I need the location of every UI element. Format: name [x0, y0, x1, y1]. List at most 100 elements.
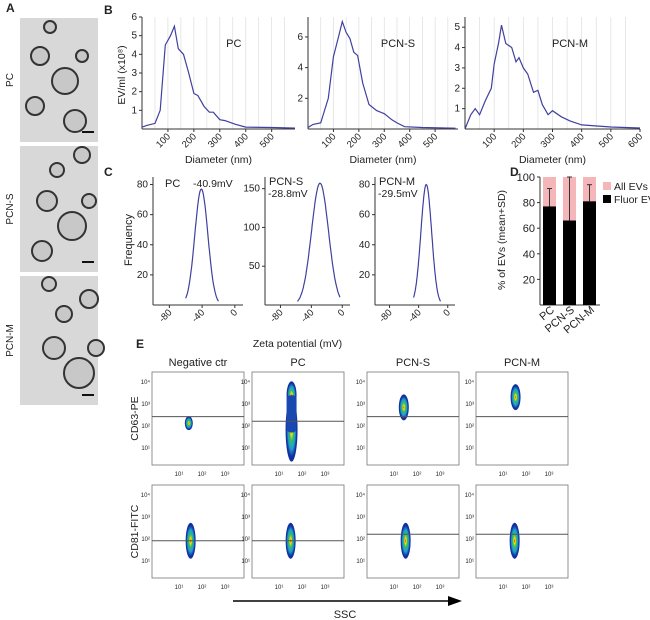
y-tick-label: 10¹	[241, 559, 250, 565]
y-tick-label: 1	[454, 104, 460, 115]
zeta-value: -28.8mV	[268, 188, 308, 200]
y-tick-label: 4	[131, 49, 137, 60]
zeta-distribution-line	[297, 182, 341, 302]
column-title: PCN-S	[396, 357, 430, 369]
x-tick-label: 10³	[221, 472, 230, 478]
x-tick-label: 10³	[436, 472, 445, 478]
flow-plot	[251, 484, 345, 579]
y-tick-label: 10³	[465, 515, 474, 521]
y-tick-label: 50	[249, 261, 261, 272]
x-tick-label: 200	[509, 131, 528, 150]
chart-title: PCN-S	[381, 38, 415, 50]
x-tick-label: 10²	[198, 585, 207, 591]
x-tick-label: 10²	[198, 472, 207, 478]
x-tick-label: 300	[539, 131, 558, 150]
y-tick-label: 10¹	[356, 446, 365, 452]
y-tick-label: 40	[359, 240, 371, 251]
y-tick-label: 10²	[141, 424, 150, 430]
x-tick-label: 400	[396, 131, 415, 150]
y-tick-label: 10¹	[465, 559, 474, 565]
x-tick-label: 10¹	[390, 585, 399, 591]
y-tick-label: 10²	[356, 537, 365, 543]
flow-plot	[151, 484, 245, 579]
y-tick-label: 10⁴	[141, 492, 151, 499]
y-tick-label: 10³	[356, 402, 365, 408]
y-tick-label: 10¹	[465, 446, 474, 452]
x-tick-label: 500	[258, 131, 277, 150]
y-tick-label: 10⁴	[356, 492, 366, 499]
x-tick-label: 200	[345, 131, 364, 150]
y-tick-label: 20	[359, 270, 371, 281]
zeta-distribution-line	[412, 183, 442, 302]
y-tick-label: 4	[297, 63, 303, 74]
density-cluster	[400, 522, 411, 559]
flow-plot	[475, 484, 569, 579]
micrograph-label: PC	[5, 73, 16, 87]
y-tick-label: 10³	[141, 515, 150, 521]
y-tick-label: 10⁴	[241, 492, 251, 499]
chart-title: PC	[226, 38, 241, 50]
x-tick-label: 200	[180, 131, 199, 150]
column-title: PCN-M	[504, 357, 540, 369]
legend-swatch	[603, 182, 611, 190]
y-tick-label: 80	[523, 198, 535, 210]
y-axis-label: % of EVs (mean+SD)	[496, 190, 508, 290]
chart-title: PCN-M	[552, 38, 588, 50]
y-tick-label: 10³	[356, 515, 365, 521]
x-tick-label: 100	[480, 131, 499, 150]
y-tick-label: 80	[137, 180, 149, 191]
x-axis-label: Zeta potential (mV)	[253, 338, 342, 350]
x-tick-label: 10³	[321, 472, 330, 478]
x-tick-label: 10¹	[275, 585, 284, 591]
y-tick-label: 60	[523, 223, 535, 235]
panel-letter: A	[6, 1, 15, 15]
y-tick-label: 10⁴	[465, 379, 475, 386]
panel-letter: D	[510, 165, 519, 179]
x-tick-label: 10³	[321, 585, 330, 591]
x-tick-label: 400	[568, 131, 587, 150]
size-distribution-line	[307, 19, 456, 129]
y-tick-label: 10²	[241, 537, 250, 543]
y-tick-label: 10⁴	[465, 492, 475, 499]
y-tick-label: 100	[243, 222, 260, 233]
size-distribution-line	[141, 24, 296, 129]
x-tick-label: 10³	[221, 585, 230, 591]
bar-fluor-ev	[583, 201, 596, 305]
x-tick-label: 10¹	[175, 585, 184, 591]
flow-plot	[475, 371, 569, 466]
y-axis-label: Frequency	[123, 214, 135, 266]
arrow-head-icon	[448, 596, 462, 606]
column-title: PC	[290, 357, 305, 369]
x-tick-label: 10¹	[275, 472, 284, 478]
size-distribution-line	[464, 24, 641, 130]
flow-plot	[251, 371, 345, 466]
y-tick-label: 10¹	[141, 446, 150, 452]
y-tick-label: 1	[131, 105, 137, 116]
x-tick-label: 0	[228, 307, 240, 319]
panel-letter: B	[104, 3, 113, 17]
x-tick-label: 0	[441, 307, 453, 319]
x-tick-label: 10³	[436, 585, 445, 591]
x-tick-label: 10³	[545, 472, 554, 478]
flow-plot	[366, 484, 460, 579]
micrograph-PCN-S	[20, 146, 98, 272]
x-tick-label: 10¹	[499, 585, 508, 591]
y-tick-label: 3	[131, 68, 137, 79]
y-tick-label: 10⁴	[241, 379, 251, 386]
x-tick-label: 10²	[413, 472, 422, 478]
density-cluster	[509, 522, 520, 559]
flow-plot	[366, 371, 460, 466]
zeta-distribution-line	[185, 188, 219, 302]
y-tick-label: 10¹	[356, 559, 365, 565]
y-tick-label: 2	[297, 93, 303, 104]
row-label: CD63-PE	[129, 396, 141, 440]
bar-fluor-ev	[563, 220, 576, 305]
y-tick-label: 2	[131, 87, 137, 98]
y-tick-label: 10⁴	[141, 379, 151, 386]
density-cluster	[510, 384, 521, 411]
x-tick-label: 10³	[545, 585, 554, 591]
zeta-value: -29.5mV	[378, 188, 418, 200]
flow-plot	[151, 371, 245, 466]
x-tick-label: -80	[268, 307, 285, 324]
